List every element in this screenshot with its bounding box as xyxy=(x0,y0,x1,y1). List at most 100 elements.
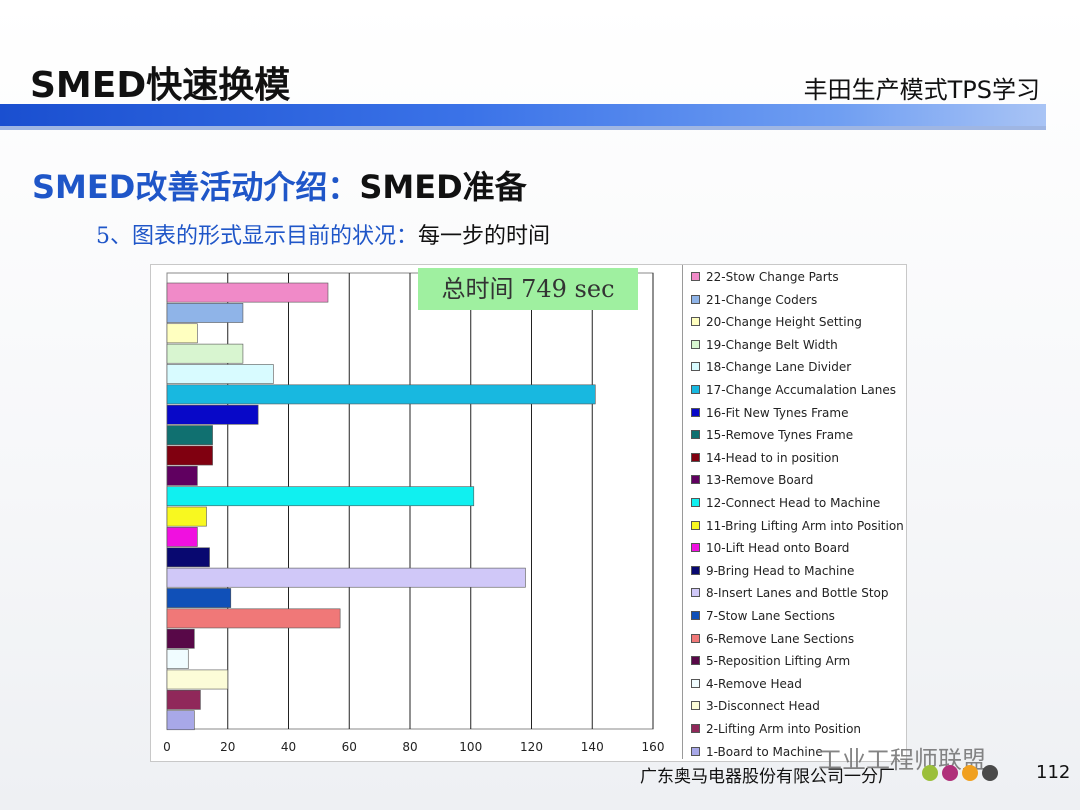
subtitle-black: 每一步的时间 xyxy=(418,224,551,249)
bar-2 xyxy=(166,689,201,710)
legend-label: 13-Remove Board xyxy=(706,473,814,488)
bar-chart: 0 20 40 60 80 100 120 140 160 xyxy=(163,272,665,754)
legend-entry: 17-Change Accumalation Lanes xyxy=(691,383,896,397)
legend-label: 20-Change Height Setting xyxy=(706,315,862,330)
legend-swatch xyxy=(691,724,700,733)
legend-label: 1-Board to Machine xyxy=(706,744,823,759)
x-tick-label: 60 xyxy=(342,740,357,754)
legend-label: 9-Bring Head to Machine xyxy=(706,563,855,578)
slide-header-right-title: 丰田生产模式TPS学习 xyxy=(803,76,1040,104)
legend-swatch xyxy=(691,543,700,553)
x-tick-label: 140 xyxy=(581,740,604,754)
legend-label: 17-Change Accumalation Lanes xyxy=(706,383,896,397)
legend-entry: 9-Bring Head to Machine xyxy=(691,564,854,578)
legend-entry: 1-Board to Machine xyxy=(691,745,823,759)
section-title-black: SMED准备 xyxy=(359,168,527,206)
legend-label: 21-Change Coders xyxy=(706,292,818,307)
legend-entry: 11-Bring Lifting Arm into Position xyxy=(691,519,904,533)
section-subtitle: 5、图表的形式显示目前的状况：每一步的时间 xyxy=(96,218,550,250)
legend-label: 5-Reposition Lifting Arm xyxy=(706,654,851,669)
legend-swatch xyxy=(691,362,700,372)
legend-entry: 20-Change Height Setting xyxy=(691,315,862,329)
bar-10 xyxy=(166,527,198,547)
bar-14 xyxy=(166,445,213,466)
legend-label: 16-Fit New Tynes Frame xyxy=(706,405,849,420)
bar-8 xyxy=(166,567,526,588)
legend-swatch xyxy=(691,520,700,530)
x-tick-label: 160 xyxy=(642,740,665,754)
legend-swatch xyxy=(691,339,700,349)
bar-17 xyxy=(166,384,596,405)
legend-swatch xyxy=(691,498,700,507)
legend-label: 4-Remove Head xyxy=(706,676,802,691)
header-blue-band xyxy=(0,104,1046,130)
legend-swatch xyxy=(691,430,700,440)
bar-12 xyxy=(166,486,475,507)
legend-entry: 2-Lifting Arm into Position xyxy=(691,722,861,736)
bar-4 xyxy=(166,649,189,669)
legend-entry: 19-Change Belt Width xyxy=(691,338,838,352)
legend-label: 6-Remove Lane Sections xyxy=(706,631,855,646)
footer-company-name: 广东奥马电器股份有限公司一分厂 xyxy=(640,767,895,787)
legend-swatch xyxy=(691,611,700,620)
x-tick-label: 100 xyxy=(459,740,482,754)
section-title: SMED改善活动介绍：SMED准备 xyxy=(32,162,527,208)
legend-entry: 12-Connect Head to Machine xyxy=(691,496,880,510)
legend-label: 2-Lifting Arm into Position xyxy=(706,722,862,736)
legend-entry: 7-Stow Lane Sections xyxy=(691,609,835,623)
legend-swatch xyxy=(691,452,700,462)
legend-swatch xyxy=(691,656,700,666)
bar-20 xyxy=(166,323,198,344)
legend-swatch xyxy=(691,385,700,394)
legend-label: 11-Bring Lifting Arm into Position xyxy=(706,518,904,533)
legend-entry: 14-Head to in position xyxy=(691,451,839,465)
bar-22 xyxy=(166,282,329,303)
legend-label: 22-Stow Change Parts xyxy=(706,270,839,284)
legend-entry: 5-Reposition Lifting Arm xyxy=(691,654,850,668)
legend-entry: 22-Stow Change Parts xyxy=(691,270,839,284)
legend-label: 10-Lift Head onto Board xyxy=(706,541,850,556)
bar-18 xyxy=(166,364,274,384)
legend-label: 7-Stow Lane Sections xyxy=(706,609,835,623)
watermark-text: 工业工程师联盟 xyxy=(818,746,986,774)
bar-6 xyxy=(166,608,341,629)
bar-11 xyxy=(166,506,207,527)
x-tick-label: 40 xyxy=(281,740,296,754)
legend-swatch xyxy=(691,746,700,756)
legend-label: 14-Head to in position xyxy=(706,450,839,465)
legend-swatch xyxy=(691,701,700,711)
legend-entry: 3-Disconnect Head xyxy=(691,699,820,713)
legend-label: 8-Insert Lanes and Bottle Stop xyxy=(706,586,889,601)
bar-19 xyxy=(166,343,244,364)
watermark-logo xyxy=(922,762,1002,781)
header-blue-band-shadow xyxy=(0,126,1046,130)
total-time-label: 总时间 749 sec xyxy=(418,268,638,310)
legend-label: 15-Remove Tynes Frame xyxy=(706,428,854,443)
legend-entry: 18-Change Lane Divider xyxy=(691,360,851,374)
logo-dot-icon xyxy=(922,764,938,781)
legend-swatch xyxy=(691,272,700,281)
x-tick-label: 0 xyxy=(163,740,171,754)
legend-swatch xyxy=(691,407,700,417)
legend-entry: 10-Lift Head onto Board xyxy=(691,541,849,555)
bar-15 xyxy=(166,425,213,445)
legend-swatch xyxy=(691,633,700,643)
bar-21 xyxy=(166,303,244,323)
bar-1 xyxy=(166,710,195,731)
legend-label: 18-Change Lane Divider xyxy=(706,360,852,375)
bar-5 xyxy=(166,628,195,649)
legend-entry: 4-Remove Head xyxy=(691,677,802,691)
logo-dot-icon xyxy=(962,764,978,781)
bar-7 xyxy=(166,588,232,608)
x-tick-label: 120 xyxy=(520,740,543,754)
page-number: 112 xyxy=(1036,762,1071,783)
bar-9 xyxy=(166,547,210,568)
legend-swatch xyxy=(691,294,700,304)
legend-swatch xyxy=(691,317,700,327)
section-title-blue: SMED改善活动介绍： xyxy=(32,168,360,206)
legend-swatch xyxy=(691,588,700,598)
logo-dot-icon xyxy=(942,764,958,781)
subtitle-blue: 5、图表的形式显示目前的状况： xyxy=(96,224,418,249)
logo-dot-icon xyxy=(982,764,998,781)
legend-label: 19-Change Belt Width xyxy=(706,337,838,352)
